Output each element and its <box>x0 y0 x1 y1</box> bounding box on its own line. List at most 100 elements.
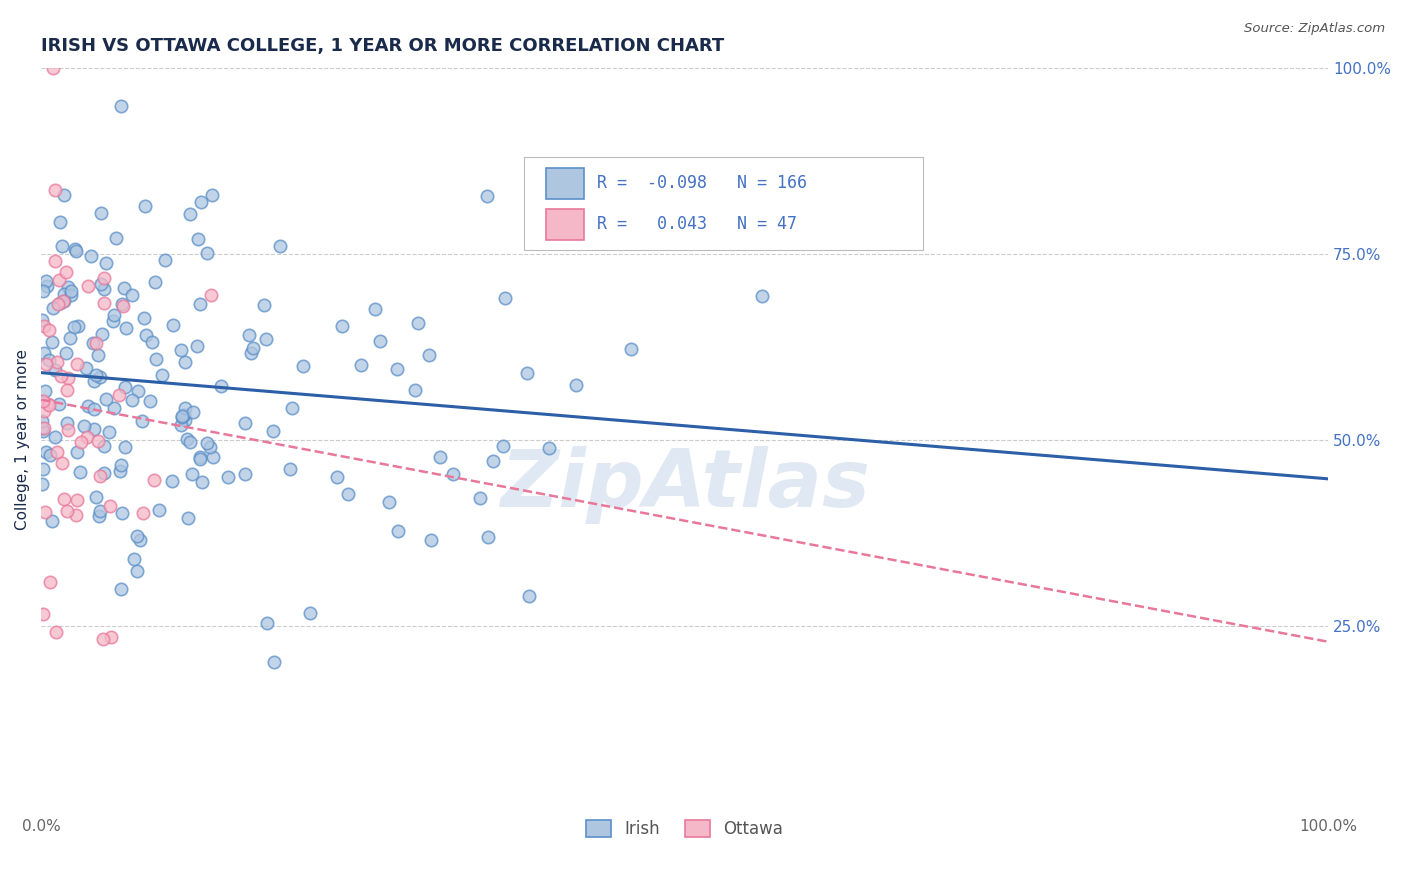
Point <box>131 506 153 520</box>
Point <box>128 533 150 548</box>
Point <box>31 477 53 491</box>
Point <box>96 392 118 407</box>
Point <box>31 414 53 428</box>
Point <box>217 470 239 484</box>
Point <box>170 343 193 358</box>
Point <box>100 630 122 644</box>
Point <box>38 323 60 337</box>
Point <box>34 345 56 359</box>
Point <box>150 368 173 383</box>
Point <box>44 363 66 377</box>
Point <box>349 359 371 373</box>
Point <box>105 231 128 245</box>
Point <box>134 199 156 213</box>
Point <box>31 394 53 409</box>
Point <box>90 277 112 291</box>
Point <box>516 366 538 380</box>
Point <box>108 387 131 401</box>
Point <box>59 331 82 345</box>
Point <box>238 327 260 342</box>
Point <box>60 285 83 299</box>
Point <box>94 256 117 270</box>
Point <box>32 424 55 438</box>
Point <box>253 298 276 312</box>
Point <box>75 360 97 375</box>
Point <box>35 445 58 459</box>
Point <box>52 286 75 301</box>
Point <box>418 348 440 362</box>
Text: ZipAtlas: ZipAtlas <box>499 446 869 524</box>
Point <box>42 61 65 75</box>
Point <box>97 425 120 440</box>
Point <box>84 336 107 351</box>
Point <box>170 417 193 432</box>
Point <box>63 242 86 256</box>
Text: R =  -0.098   N = 166: R = -0.098 N = 166 <box>598 174 807 193</box>
Point <box>242 341 264 355</box>
Point <box>56 280 79 294</box>
Point <box>56 423 79 437</box>
Point <box>89 504 111 518</box>
Point <box>51 456 73 470</box>
Point <box>41 334 63 349</box>
Point <box>492 440 515 454</box>
Point <box>98 499 121 513</box>
Point <box>174 355 197 369</box>
Point <box>46 297 69 311</box>
Point <box>153 252 176 267</box>
Point <box>55 346 77 360</box>
Point <box>83 374 105 388</box>
Point <box>44 184 66 198</box>
Point <box>121 287 143 301</box>
Point <box>177 511 200 525</box>
Point <box>45 355 67 369</box>
Point <box>441 467 464 481</box>
Point <box>66 319 89 334</box>
Point <box>233 467 256 481</box>
Point <box>76 430 98 444</box>
Point <box>262 425 284 439</box>
Point <box>45 625 67 640</box>
Point <box>143 473 166 487</box>
Y-axis label: College, 1 year or more: College, 1 year or more <box>15 350 30 531</box>
Point <box>93 270 115 285</box>
Point <box>53 491 76 506</box>
Point <box>110 582 132 596</box>
Point <box>108 465 131 479</box>
Point <box>110 458 132 472</box>
Point <box>143 275 166 289</box>
Point <box>31 284 53 298</box>
Point <box>406 316 429 330</box>
Point <box>63 319 86 334</box>
Point <box>263 655 285 669</box>
Point <box>148 503 170 517</box>
Point <box>87 348 110 362</box>
Point <box>115 321 138 335</box>
Point <box>56 416 79 430</box>
Point <box>239 345 262 359</box>
Point <box>52 187 75 202</box>
Point <box>38 398 60 412</box>
Point <box>721 232 744 246</box>
Point <box>41 514 63 528</box>
Point <box>256 616 278 631</box>
FancyBboxPatch shape <box>546 209 585 240</box>
Point <box>111 297 134 311</box>
Point <box>83 422 105 436</box>
Point <box>70 434 93 449</box>
Point <box>181 404 204 418</box>
Point <box>202 450 225 465</box>
Point <box>65 357 87 371</box>
Point <box>172 409 194 424</box>
Point <box>91 326 114 341</box>
Point <box>45 444 67 458</box>
Point <box>77 400 100 414</box>
Point <box>385 362 408 376</box>
Point <box>35 274 58 288</box>
Point <box>139 393 162 408</box>
Point <box>190 194 212 209</box>
Point <box>131 414 153 428</box>
Point <box>93 439 115 453</box>
Point <box>65 244 87 259</box>
Point <box>162 318 184 332</box>
